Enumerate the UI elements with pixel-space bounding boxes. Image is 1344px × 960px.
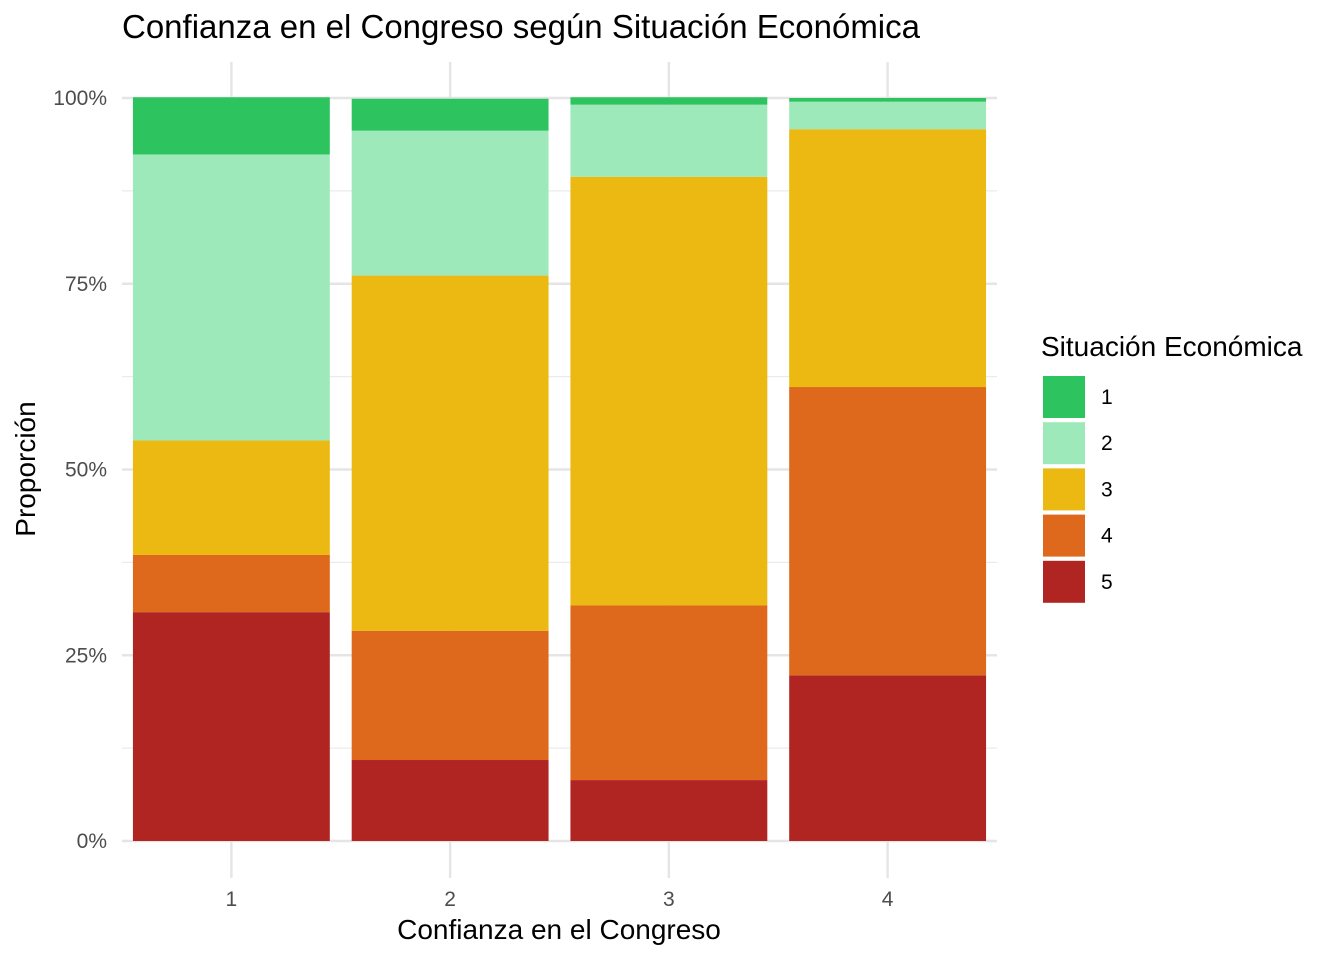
legend-label: 1 [1101, 386, 1113, 409]
bar-segment-3-series-4 [570, 605, 768, 781]
chart-title: Confianza en el Congreso según Situación… [122, 8, 921, 45]
bar-segment-2-series-4 [351, 630, 549, 761]
bar-segment-3-series-1 [570, 97, 768, 105]
bar-segment-3-series-3 [570, 176, 768, 606]
legend-key-1 [1043, 376, 1085, 418]
legend-label: 5 [1101, 571, 1113, 594]
bar-segment-1-series-5 [132, 612, 330, 841]
x-tick-label: 1 [226, 888, 238, 911]
legend-title: Situación Económica [1041, 331, 1303, 362]
x-tick-label: 2 [444, 888, 456, 911]
legend-key-5 [1043, 560, 1085, 603]
legend: Situación Económica 1 2 3 4 5 [1041, 331, 1303, 603]
x-tick-label: 4 [882, 888, 894, 911]
y-tick-label: 25% [65, 644, 107, 667]
bar-segment-2-series-3 [351, 275, 549, 631]
y-axis-title: Proporción [10, 401, 41, 536]
bar-segment-1-series-4 [132, 554, 330, 613]
bar-segment-2-series-1 [351, 98, 549, 131]
legend-label: 4 [1101, 525, 1113, 548]
y-tick-label: 0% [77, 830, 107, 853]
legend-key-2 [1043, 422, 1085, 465]
bars [132, 97, 987, 841]
bar-segment-3-series-2 [570, 104, 768, 177]
bar-segment-1-series-2 [132, 154, 330, 441]
legend-key-4 [1043, 514, 1085, 557]
bar-segment-4-series-4 [789, 387, 987, 676]
bar-segment-4-series-5 [789, 675, 987, 841]
bar-segment-4-series-3 [789, 129, 987, 388]
y-tick-label: 50% [65, 459, 107, 482]
bar-segment-4-series-1 [789, 98, 987, 102]
bar-segment-3-series-5 [570, 780, 768, 841]
bar-segment-4-series-2 [789, 101, 987, 130]
y-tick-label: 100% [53, 87, 107, 110]
x-axis-title: Confianza en el Congreso [397, 914, 721, 945]
bar-segment-1-series-1 [132, 97, 330, 155]
x-tick-label: 3 [663, 888, 675, 911]
x-axis: 1 2 3 4 [226, 888, 894, 911]
y-axis: 0% 25% 50% 75% 100% [53, 87, 107, 853]
bar-segment-2-series-5 [351, 760, 549, 841]
bar-segment-2-series-2 [351, 130, 549, 276]
legend-key-3 [1043, 468, 1085, 511]
bar-segment-1-series-3 [132, 440, 330, 555]
legend-label: 2 [1101, 432, 1113, 455]
y-tick-label: 75% [65, 273, 107, 296]
legend-label: 3 [1101, 478, 1113, 501]
